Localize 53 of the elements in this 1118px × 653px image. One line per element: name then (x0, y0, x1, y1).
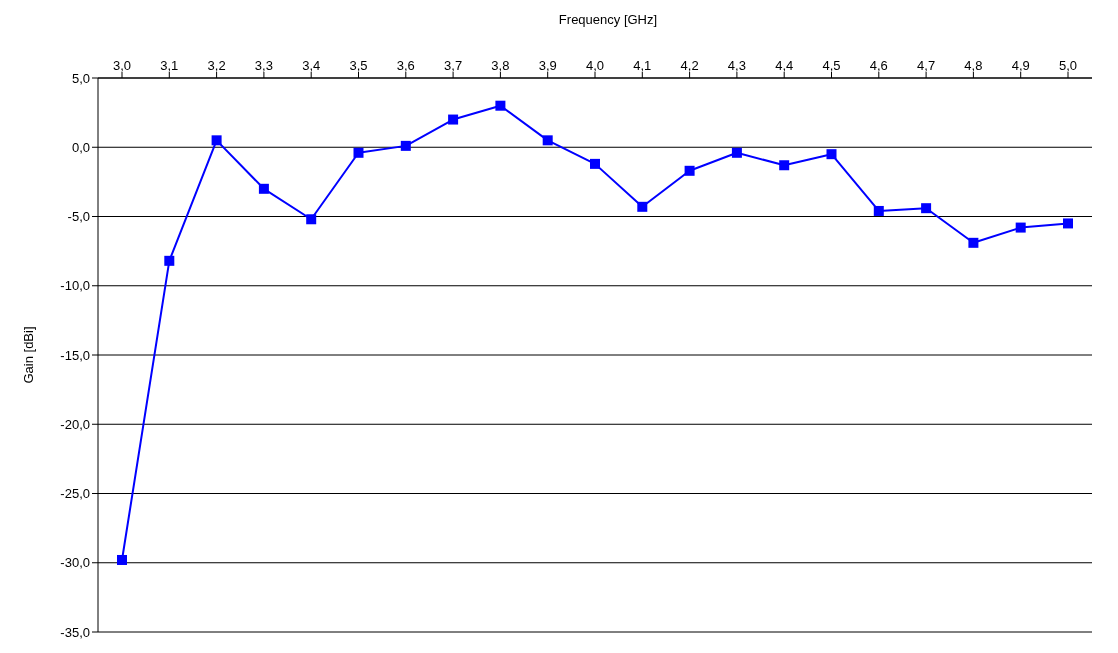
x-tick-label: 3,0 (112, 58, 132, 73)
x-axis-title: Frequency [GHz] (557, 12, 659, 27)
x-tick-label: 3,5 (349, 58, 368, 73)
x-tick-label: 4,3 (727, 58, 746, 73)
point (1063, 218, 1073, 229)
point (400, 140, 411, 151)
x-tick-label: 3,6 (396, 58, 415, 73)
point (684, 165, 695, 176)
point (306, 214, 317, 225)
y-tick-label: -25,0 (60, 486, 90, 502)
point (968, 237, 979, 248)
point (495, 100, 506, 111)
point (731, 147, 742, 158)
point (117, 554, 127, 565)
y-tick-label: -20,0 (60, 416, 90, 432)
x-tick-label: 4,2 (680, 58, 699, 73)
point (353, 147, 364, 158)
x-tick-label: 4,5 (822, 58, 841, 73)
x-tick-label: 3,3 (254, 58, 273, 73)
point (164, 255, 175, 266)
x-tick-label: 4,1 (633, 58, 652, 73)
y-tick-label: -5,0 (67, 209, 90, 225)
y-tick-label: 0,0 (71, 139, 90, 155)
y-tick-label: 5,0 (71, 70, 90, 86)
x-tick-label: 3,4 (302, 58, 321, 73)
x-tick-label: 3,1 (160, 58, 179, 73)
point (921, 203, 932, 214)
x-tick-label: 4,7 (917, 58, 936, 73)
x-tick-label: 3,9 (538, 58, 557, 73)
y-axis-title: Gain [dBi] (20, 326, 36, 384)
point (1015, 222, 1026, 233)
y-tick-label: -15,0 (60, 347, 90, 363)
point (542, 135, 553, 146)
x-tick-label: 3,8 (491, 58, 510, 73)
x-tick-label: 4,9 (1011, 58, 1030, 73)
x-tick-label: 3,2 (207, 58, 226, 73)
point (590, 158, 600, 169)
point (211, 135, 222, 146)
point (826, 149, 837, 160)
x-tick-label: 4,8 (964, 58, 983, 73)
point (779, 160, 790, 171)
x-tick-label: 4,4 (775, 58, 794, 73)
x-tick-label: 4,0 (585, 58, 605, 73)
x-tick-label: 4,6 (869, 58, 888, 73)
point (873, 205, 884, 216)
y-tick-label: -35,0 (60, 624, 90, 640)
x-tick-label: 5,0 (1058, 58, 1078, 73)
point (637, 201, 648, 212)
y-tick-label: -10,0 (60, 278, 90, 294)
point (258, 183, 269, 194)
point (448, 114, 459, 125)
y-tick-label: -30,0 (60, 555, 90, 571)
x-tick-label: 3,7 (444, 58, 463, 73)
